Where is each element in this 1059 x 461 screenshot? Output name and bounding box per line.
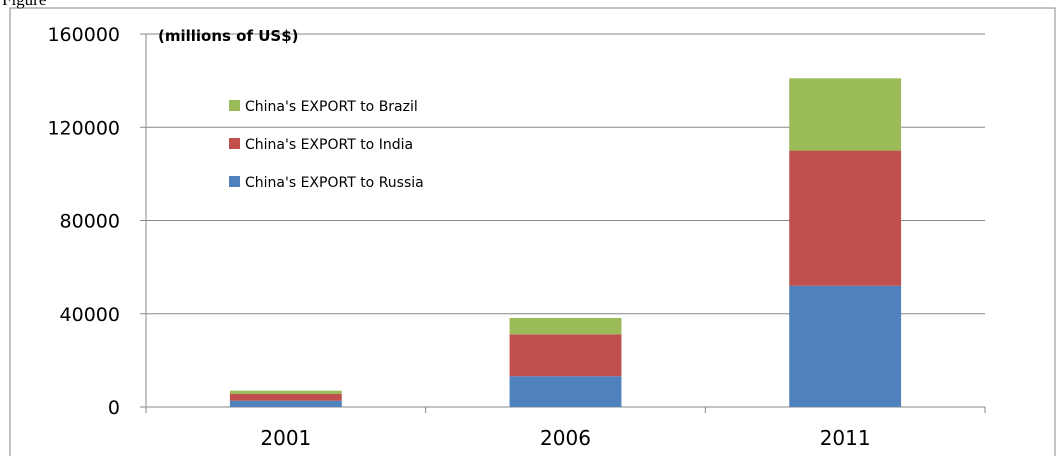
bar-segment — [789, 78, 902, 151]
y-tick-label: 0 — [108, 397, 120, 419]
bar-segment — [229, 400, 342, 407]
legend-swatch — [229, 176, 240, 187]
bars — [229, 78, 902, 407]
bar-segment — [229, 393, 342, 401]
legend-label: China's EXPORT to Brazil — [245, 99, 418, 115]
y-tick-label: 160000 — [47, 24, 120, 46]
unit-label: (millions of US$) — [158, 27, 299, 45]
x-tick-label: 2006 — [540, 426, 591, 450]
bar-segment — [789, 285, 902, 407]
legend: China's EXPORT to Brazil China's EXPORT t… — [229, 99, 424, 191]
figure-caption: Figure — [2, 0, 46, 10]
y-tick-label: 80000 — [60, 211, 120, 233]
bar-segment — [509, 317, 622, 335]
legend-label: China's EXPORT to Russia — [245, 175, 424, 191]
x-tick-label: 2001 — [260, 426, 311, 450]
legend-swatch — [229, 138, 240, 149]
bar-segment — [509, 376, 622, 407]
y-tick-labels: 0 40000 80000 120000 160000 — [47, 24, 120, 419]
bar-segment — [509, 334, 622, 377]
legend-label: China's EXPORT to India — [245, 137, 413, 153]
bar-segment — [229, 390, 342, 394]
y-tick-label: 40000 — [60, 304, 120, 326]
y-tick-label: 120000 — [47, 117, 120, 139]
x-tick-label: 2011 — [820, 426, 871, 450]
bar-segment — [789, 150, 902, 286]
x-tick-labels: 2001 2006 2011 — [260, 426, 870, 450]
legend-swatch — [229, 100, 240, 111]
